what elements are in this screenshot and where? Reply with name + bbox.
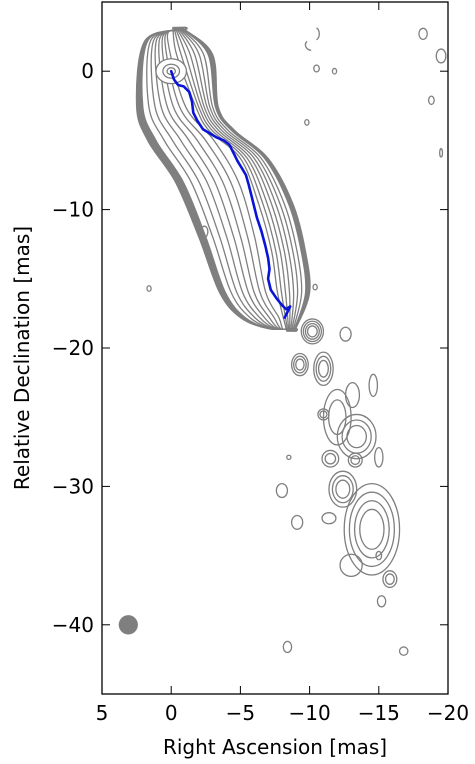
component-3-contour-1: [339, 326, 352, 342]
ridge-line-layer: [169, 69, 292, 319]
x-tick-label: −20: [427, 701, 469, 725]
component-15-contour-1: [290, 514, 304, 530]
component-16-contour-1: [275, 482, 289, 499]
component-2-contour-2: [315, 355, 332, 382]
component-9-contour-1: [321, 449, 340, 468]
jet-contour-level-1: [141, 26, 307, 332]
component-1-contour-1: [290, 352, 309, 377]
y-axis-label: Relative Declination [mas]: [10, 226, 34, 490]
component-27-contour-1: [304, 118, 310, 126]
component-29-contour-1: [331, 67, 338, 75]
component-0-contour-4: [306, 325, 318, 338]
jet-contour-level-5: [158, 26, 292, 332]
x-axis-label: Right Ascension [mas]: [163, 735, 387, 759]
component-0-contour-3: [304, 322, 320, 340]
jet-contour-level-3: [150, 26, 299, 332]
component-20-contour-1: [398, 646, 409, 656]
component-11-contour-3: [335, 479, 351, 499]
jet-contour-level-2: [146, 26, 303, 332]
x-tick-label: −15: [358, 701, 400, 725]
component-9-contour-2: [324, 452, 337, 465]
y-tick-label: −20: [52, 336, 94, 360]
component-18-contour-2: [384, 573, 395, 585]
component-8-contour-3: [346, 424, 367, 449]
x-tick-label: 0: [165, 701, 178, 725]
component-6-contour-1: [344, 381, 361, 409]
component-13-contour-1: [343, 482, 401, 576]
y-tick-label: −40: [52, 613, 94, 637]
component-32-contour-1: [427, 95, 435, 106]
component-14-contour-1: [321, 512, 337, 525]
component-0-contour-2: [302, 320, 323, 343]
component-10-contour-1: [347, 452, 363, 468]
component-1-contour-2: [293, 355, 307, 374]
component-25-contour-1: [146, 285, 152, 292]
component-13-contour-2: [348, 491, 396, 568]
component-2-contour-1: [313, 351, 334, 387]
y-tick-label: −10: [52, 198, 94, 222]
axis-ticks: 5 0 −5 −10 −15 −20 0 −10 −20 −30 −40: [52, 2, 469, 725]
component-7-contour-1: [368, 373, 379, 398]
component-11-contour-2: [331, 475, 354, 504]
x-tick-label: 5: [96, 701, 109, 725]
component-10-contour-2: [350, 455, 361, 466]
jet-contour-level-6: [161, 26, 290, 332]
component-13-contour-4: [359, 508, 385, 550]
component-2-contour-3: [317, 359, 329, 378]
component-5-contour-1: [322, 388, 352, 446]
component-21-contour-1: [282, 640, 293, 654]
component-26-contour-1: [200, 225, 209, 238]
component-0-contour-1: [300, 318, 325, 345]
component-13-contour-3: [353, 500, 390, 559]
core-contour-2: [162, 63, 181, 79]
y-tick-label: 0: [81, 59, 94, 83]
component-31-contour-1: [435, 48, 447, 64]
component-30-contour-1: [418, 27, 428, 41]
jet-contour-level-4: [154, 26, 295, 332]
arc-0: [316, 27, 320, 41]
component-19-contour-1: [376, 595, 387, 608]
component-18-contour-1: [382, 570, 398, 589]
component-12-contour-1: [373, 446, 384, 468]
jet-contour-level-8: [166, 26, 288, 332]
component-28-contour-1: [313, 64, 320, 73]
component-23-contour-1: [375, 550, 383, 561]
y-tick-label: −30: [52, 474, 94, 498]
component-22-contour-1: [286, 454, 292, 461]
arc-1: [304, 40, 312, 51]
component-17-contour-1: [339, 553, 363, 578]
component-11-contour-1: [328, 470, 358, 508]
jet-contour-level-7: [164, 26, 289, 332]
ridge-line: [169, 69, 292, 319]
x-tick-label: −5: [226, 701, 255, 725]
component-1-contour-3: [295, 358, 305, 371]
component-24-contour-1: [312, 283, 318, 291]
component-8-contour-1: [336, 413, 377, 460]
component-33-contour-1: [439, 148, 444, 158]
x-tick-label: −10: [288, 701, 330, 725]
beam-ellipse: [118, 615, 138, 635]
